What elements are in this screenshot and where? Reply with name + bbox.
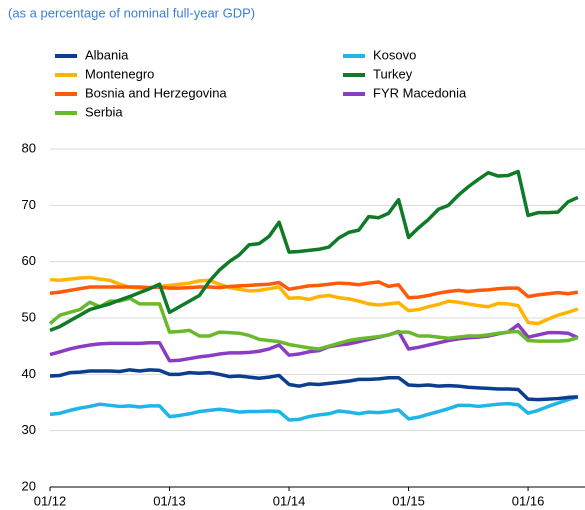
y-tick-label: 20 — [22, 478, 36, 493]
series-line — [49, 323, 579, 363]
legend-label: Bosnia and Herzegovina — [85, 85, 227, 100]
y-tick-label: 70 — [22, 197, 36, 212]
y-tick-label: 30 — [22, 422, 36, 437]
series-line — [48, 296, 579, 351]
y-tick-label: 60 — [22, 253, 36, 268]
series-line — [49, 280, 579, 300]
legend-label: Albania — [85, 47, 129, 62]
legend-label: Kosovo — [373, 47, 416, 62]
x-tick-label: 01/12 — [34, 493, 67, 508]
series-line — [49, 395, 579, 422]
series-line — [49, 368, 578, 402]
legend-label: Serbia — [85, 104, 123, 119]
legend-label: Turkey — [373, 66, 413, 81]
legend-label: Montenegro — [85, 66, 154, 81]
y-tick-label: 50 — [22, 309, 36, 324]
x-tick-label: 01/13 — [153, 493, 186, 508]
x-tick-label: 01/14 — [273, 493, 306, 508]
y-tick-label: 80 — [22, 140, 36, 155]
chart-subtitle: (as a percentage of nominal full-year GD… — [8, 5, 255, 20]
y-tick-label: 40 — [22, 366, 36, 381]
x-tick-label: 01/16 — [512, 493, 545, 508]
series-line — [49, 169, 579, 333]
x-tick-label: 01/15 — [392, 493, 425, 508]
legend-label: FYR Macedonia — [373, 85, 467, 100]
